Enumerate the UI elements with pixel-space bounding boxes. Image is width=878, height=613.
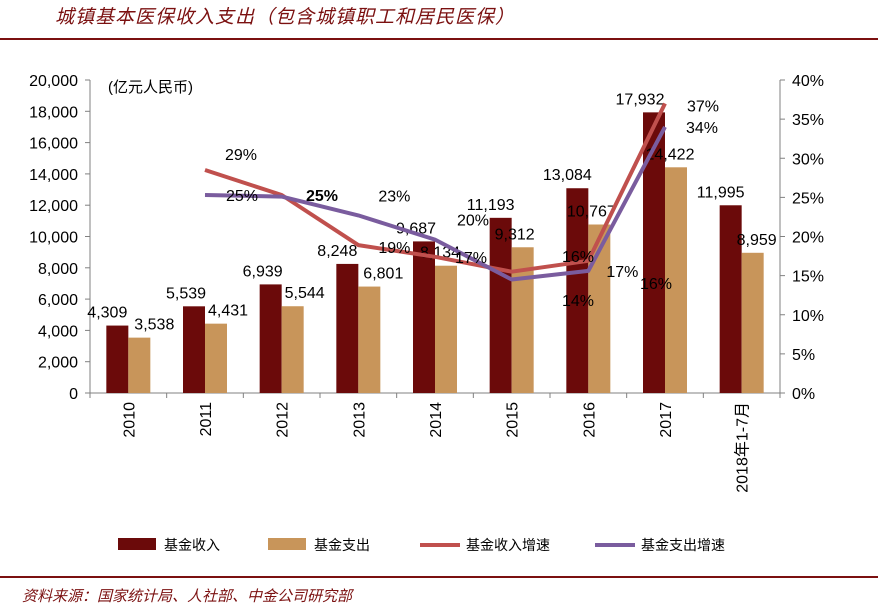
- bar-expense: [205, 324, 227, 393]
- line-income-growth-label: 16%: [562, 249, 594, 266]
- unit-label: (亿元人民币): [108, 79, 193, 96]
- legend-swatch: [268, 538, 306, 550]
- bar-expense: [435, 266, 457, 393]
- y-left-tick-label: 12,000: [29, 198, 78, 215]
- line-income-growth-label: 29%: [225, 147, 257, 164]
- y-right-tick-label: 10%: [792, 308, 824, 325]
- bar-income-label: 5,539: [166, 285, 206, 302]
- bar-income: [336, 264, 358, 393]
- bar-expense-label: 9,312: [495, 226, 535, 243]
- y-right-tick-label: 30%: [792, 151, 824, 168]
- y-left-tick-label: 14,000: [29, 167, 78, 184]
- source-note: 资料来源：国家统计局、人社部、中金公司研究部: [22, 585, 352, 606]
- bar-expense-label: 4,431: [208, 303, 248, 320]
- bar-income-label: 6,939: [243, 263, 283, 280]
- y-right-tick-label: 5%: [792, 347, 815, 364]
- y-left-tick-label: 8,000: [38, 261, 78, 278]
- y-right-tick-label: 35%: [792, 112, 824, 129]
- y-left-tick-label: 0: [69, 386, 78, 403]
- bar-income: [490, 218, 512, 393]
- bar-income: [183, 306, 205, 393]
- y-left-tick-label: 10,000: [29, 230, 78, 247]
- legend-label: 基金支出增速: [641, 537, 725, 554]
- line-income-growth-label: 37%: [687, 98, 719, 115]
- bar-income: [260, 284, 282, 393]
- bar-expense: [742, 253, 764, 393]
- x-tick-label: 2010: [121, 402, 138, 438]
- y-left-tick-label: 2,000: [38, 355, 78, 372]
- line-income-growth-label: 17%: [455, 250, 487, 267]
- y-right-tick-label: 20%: [792, 230, 824, 247]
- chart-canvas: 0 2,000 4,000 6,000 8,000 10,000 12,000 14,000 1…: [0, 0, 878, 613]
- bar-income-label: 11,995: [697, 184, 745, 201]
- x-tick-label: 2015: [505, 402, 522, 438]
- x-tick-label: 2017: [658, 402, 675, 438]
- y-right-tick-label: 15%: [792, 269, 824, 286]
- bar-income-label: 13,084: [543, 167, 592, 184]
- legend-label: 基金收入: [164, 537, 220, 554]
- line-income-growth-label: 17%: [606, 264, 638, 281]
- bar-income: [106, 326, 128, 393]
- legend-label: 基金收入增速: [466, 537, 550, 554]
- y-left-tick-label: 20,000: [29, 73, 78, 90]
- line-expense-growth-label: 20%: [457, 213, 489, 230]
- y-left-tick-label: 16,000: [29, 136, 78, 153]
- line-expense-growth-label: 16%: [640, 276, 672, 293]
- bar-expense-label: 5,544: [285, 285, 325, 302]
- line-expense-growth-label: 23%: [378, 188, 410, 205]
- bar-income-label: 17,932: [616, 91, 665, 108]
- y-right-tick-label: 25%: [792, 190, 824, 207]
- legend-label: 基金支出: [314, 537, 370, 554]
- bar-income-label: 11,193: [467, 197, 515, 214]
- bar-expense: [128, 338, 150, 393]
- y-left-tick-label: 6,000: [38, 292, 78, 309]
- bar-expense-label: 3,538: [134, 317, 174, 334]
- bar-income-label: 4,309: [87, 305, 127, 322]
- footer-divider: [0, 576, 878, 578]
- line-expense-growth-label: 25%: [306, 188, 338, 205]
- line-expense-growth-label: 14%: [562, 293, 594, 310]
- line-income-growth-label: 19%: [378, 240, 410, 257]
- x-tick-label: 2013: [351, 402, 368, 438]
- x-tick-label: 2014: [428, 402, 445, 438]
- bar-income-label: 8,248: [317, 243, 357, 260]
- legend-swatch: [118, 538, 156, 550]
- x-tick-label: 2011: [198, 402, 215, 437]
- bar-expense-label: 6,801: [363, 266, 403, 283]
- y-right-tick-label: 40%: [792, 73, 824, 90]
- bar-income: [413, 241, 435, 393]
- bar-expense: [282, 306, 304, 393]
- y-left-tick-label: 4,000: [38, 323, 78, 340]
- x-tick-label: 2012: [275, 402, 292, 438]
- x-tick-label: 2016: [581, 402, 598, 438]
- y-left-tick-label: 18,000: [29, 104, 78, 121]
- line-expense-growth-label: 25%: [226, 188, 258, 205]
- bar-expense: [358, 287, 380, 393]
- bar-expense-label: 8,959: [737, 232, 777, 249]
- x-tick-label: 2018年1-7月: [734, 402, 752, 493]
- line-expense-growth-label: 34%: [686, 120, 718, 137]
- y-right-tick-label: 0%: [792, 386, 815, 403]
